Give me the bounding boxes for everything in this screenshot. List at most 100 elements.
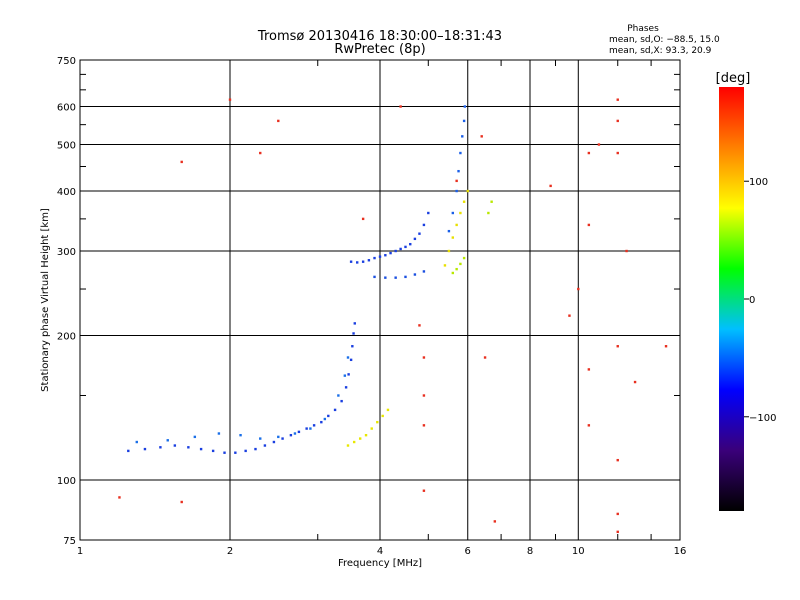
data-point [333, 408, 337, 412]
data-point [381, 414, 384, 418]
data-point [455, 189, 458, 193]
data-point [447, 249, 451, 253]
data-point [616, 530, 619, 534]
data-point [323, 417, 327, 421]
x-tick-label: 6 [465, 546, 471, 557]
data-point [344, 386, 348, 389]
data-point [616, 119, 619, 123]
data-point [413, 273, 417, 276]
data-point [459, 211, 462, 215]
data-point [443, 264, 447, 267]
data-point [234, 451, 237, 454]
data-point [223, 451, 226, 454]
data-point [577, 287, 580, 291]
data-point [487, 211, 490, 215]
data-point [272, 440, 276, 444]
data-point [664, 345, 668, 348]
data-point [587, 368, 591, 371]
data-point [404, 245, 407, 249]
axis-ticks: 1 2 4 6 8 10 16 75 100 200 300 400 500 600 750 [57, 56, 686, 557]
data-point [490, 200, 493, 203]
data-point [409, 242, 412, 246]
data-point [422, 394, 426, 397]
data-point [159, 446, 162, 449]
data-point [263, 444, 267, 447]
data-point [364, 433, 368, 437]
data-point [463, 105, 467, 108]
data-point [373, 256, 376, 260]
data-point [281, 437, 284, 440]
data-point [180, 500, 183, 504]
data-point [451, 211, 455, 215]
y-tick-label: 75 [63, 536, 76, 547]
data-point [127, 449, 130, 453]
data-point [351, 345, 354, 348]
x-axis-label: Frequency [MHz] [338, 558, 422, 569]
data-point [451, 271, 455, 275]
data-point [422, 424, 426, 427]
data-point [587, 151, 591, 155]
y-tick-label: 600 [57, 103, 76, 114]
data-point [376, 420, 379, 424]
data-point [370, 427, 373, 430]
data-point [447, 229, 451, 233]
data-point [625, 249, 628, 253]
phase-stats-o: mean, sd,O: −88.5, 15.0 [609, 35, 720, 45]
y-axis-label: Stationary phase Virtual Height [km] [40, 208, 51, 392]
data-point [422, 223, 426, 227]
data-point [353, 322, 356, 325]
data-point [466, 189, 469, 193]
data-point [199, 447, 203, 451]
data-point [367, 259, 371, 262]
data-point [289, 433, 293, 437]
y-tick-label: 400 [57, 187, 76, 198]
chart-subtitle: RwPretec (8p) [334, 42, 425, 57]
data-points [118, 98, 668, 534]
colorbar-ticks: 100 0 −100 [744, 177, 776, 424]
chart-title: Tromsø 20130416 18:30:00–18:31:43 [257, 29, 502, 44]
data-point [455, 267, 458, 271]
data-point [166, 439, 169, 442]
data-point [340, 399, 343, 403]
x-tick-label: 16 [674, 546, 687, 557]
colorbar [719, 87, 744, 511]
data-point [259, 151, 262, 155]
x-tick-label: 10 [572, 546, 585, 557]
data-point [413, 237, 417, 241]
data-point [418, 324, 421, 327]
data-point [320, 420, 323, 424]
data-point [633, 380, 637, 384]
data-point [337, 394, 340, 397]
x-tick-label: 1 [77, 546, 83, 557]
data-point [297, 430, 301, 434]
data-point [277, 119, 280, 123]
data-point [217, 432, 221, 435]
data-point [373, 275, 376, 279]
data-point [480, 135, 483, 138]
phase-stats-title: Phases [627, 24, 659, 34]
data-point [422, 356, 426, 359]
colorbar-tick-label: 100 [749, 177, 768, 188]
data-point [399, 247, 402, 251]
colorbar-tick-label: −100 [749, 413, 776, 424]
data-point [459, 262, 462, 266]
data-point [399, 105, 402, 108]
data-point [343, 374, 347, 377]
data-point [483, 356, 487, 359]
data-point [352, 440, 356, 444]
data-point [459, 151, 462, 155]
data-point [455, 179, 458, 183]
y-tick-label: 750 [57, 56, 76, 67]
data-point [349, 358, 353, 362]
data-point [254, 447, 257, 451]
data-point [239, 433, 242, 437]
data-point [173, 444, 177, 447]
data-point [327, 414, 330, 418]
data-point [347, 373, 350, 376]
data-point [211, 449, 215, 453]
data-point [462, 119, 466, 123]
data-point [293, 432, 297, 435]
colorbar-tick-label: 0 [749, 295, 755, 306]
data-point [451, 236, 455, 239]
data-point [277, 435, 280, 439]
